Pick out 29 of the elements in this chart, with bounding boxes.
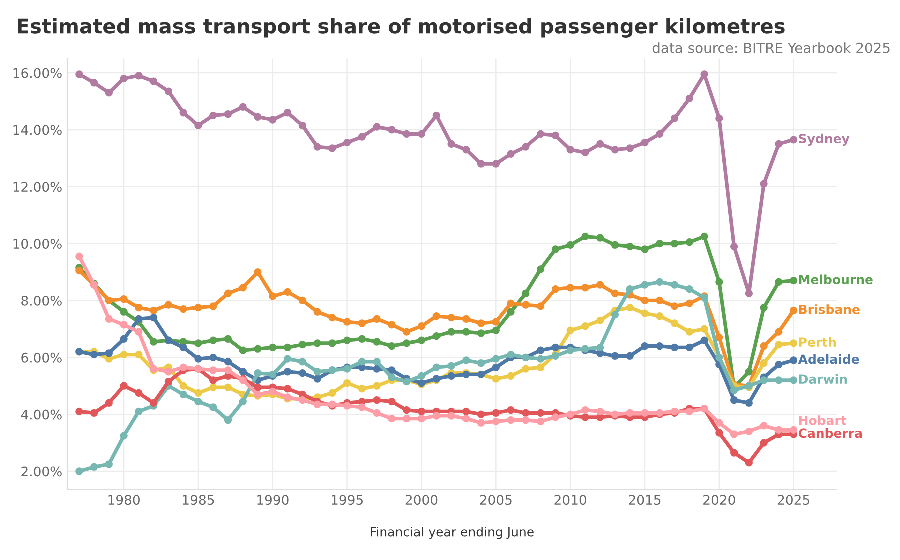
source-note: data source: BITRE Yearbook 2025	[652, 42, 890, 54]
x-axis-title: Financial year ending June	[371, 527, 534, 540]
series-label: Brisbane	[799, 304, 860, 314]
y-tick-label: 14.00%	[14, 125, 62, 136]
x-tick-label: 1980	[108, 495, 140, 506]
series-label: Hobart	[799, 416, 847, 426]
y-tick-label: 4.00%	[21, 410, 62, 420]
x-tick-label: 2025	[778, 495, 810, 506]
y-tick-label: 2.00%	[22, 466, 62, 477]
x-tick-label: 2020	[704, 495, 736, 506]
series-label: Sydney	[799, 134, 850, 146]
x-tick-label: 2015	[629, 495, 661, 506]
series-label: Darwin	[799, 374, 848, 384]
series-label: Adelaide	[798, 354, 860, 364]
y-tick-label: 16.00%	[14, 68, 62, 78]
chart-title: Estimated mass transport share of motorised passenger kilometres	[18, 18, 785, 38]
x-tick-label: 1985	[183, 495, 214, 506]
x-tick-label: 2010	[554, 495, 586, 506]
x-tick-label: 2000	[406, 495, 438, 506]
series-label: Melbourne	[799, 274, 873, 284]
series-label: Canberra	[798, 428, 862, 438]
x-tick-label: 2005	[480, 495, 512, 506]
x-tick-label: 1995	[332, 495, 363, 506]
y-tick-label: 6.00%	[22, 352, 62, 363]
y-tick-label: 8.00%	[22, 296, 62, 306]
y-tick-label: 12.00%	[14, 182, 62, 192]
series-label: Perth	[799, 337, 836, 348]
y-tick-label: 10.00%	[14, 239, 62, 250]
x-tick-label: 1990	[258, 495, 289, 506]
